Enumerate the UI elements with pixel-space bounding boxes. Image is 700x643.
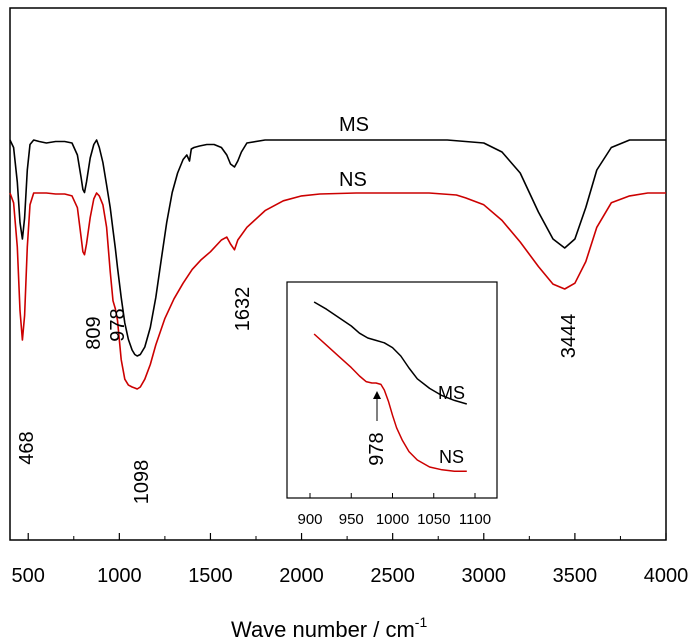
peak-label-1632: 1632 [232,287,254,332]
inset-frame [286,281,498,499]
x-axis-label-superscript: -1 [415,614,428,630]
plot-frame [9,7,667,541]
inset-series-label-ns: NS [439,447,464,467]
inset-series-label-ms: MS [438,383,465,403]
peak-label-978: 978 [107,308,129,341]
peak-label-1098: 1098 [131,460,153,505]
inset-x-tick-label-1000: 1000 [376,511,409,528]
x-tick-label-2500: 2500 [370,565,415,587]
inset-x-tick-label-1100: 1100 [459,511,491,528]
x-tick-label-4000: 4000 [644,565,689,587]
x-axis-label-text: Wave number / cm [231,617,415,642]
x-axis-label: Wave number / cm-1 [231,614,427,642]
x-tick-label-1000: 1000 [97,565,142,587]
series-line-ms [9,139,666,357]
inset-peak-label-978: 978 [366,432,388,465]
peak-label-809: 809 [83,316,105,349]
inset-arrow-head [373,391,381,399]
series-line-ns [9,192,666,390]
peak-label-3444: 3444 [558,314,580,359]
series-label-ns: NS [339,169,367,191]
x-tick-label-1500: 1500 [188,565,233,587]
x-tick-label-500: 500 [12,565,45,587]
inset-x-tick-label-950: 950 [339,511,364,528]
x-tick-label-3000: 3000 [462,565,507,587]
x-tick-label-3500: 3500 [553,565,598,587]
inset-series-line-ms [313,301,468,405]
inset-panel: 900 950 1000 1050 1100 MS NS 978 [286,281,498,528]
series-label-ms: MS [339,114,369,136]
inset-x-tick-label-900: 900 [297,511,322,528]
peak-label-468: 468 [16,431,38,464]
x-tick-label-2000: 2000 [279,565,324,587]
inset-series-line-ns [313,333,467,472]
inset-x-tick-label-1050: 1050 [417,511,450,528]
